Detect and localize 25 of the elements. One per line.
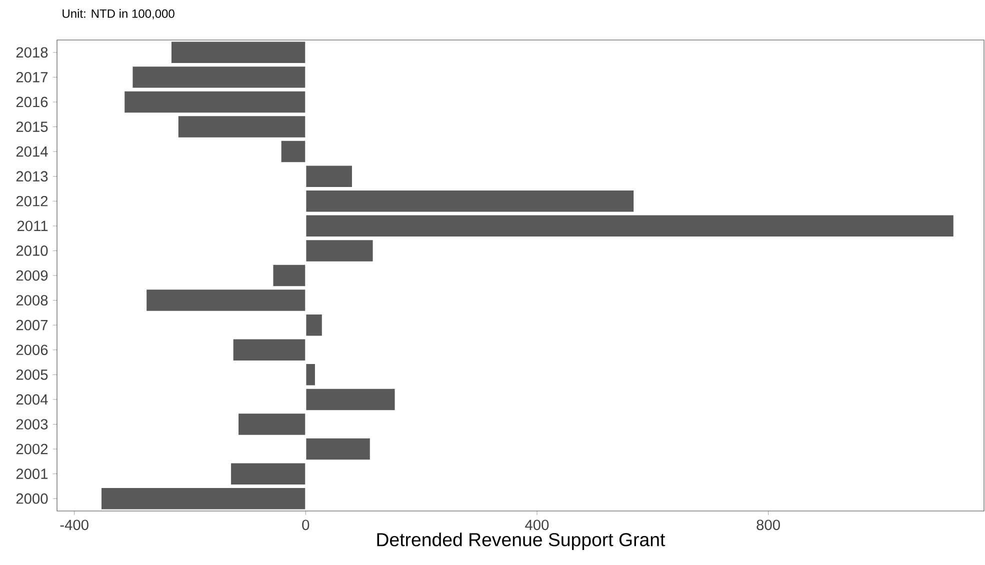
x-axis-title: Detrended Revenue Support Grant [377,532,666,550]
y-tick-label: 2010 [16,246,48,256]
x-tick-label: 400 [525,520,549,530]
chart-title: Unit: NTD in 100,000 [62,9,174,20]
y-tick-label: 2017 [16,72,48,82]
y-tick-label: 2015 [16,122,48,132]
y-tick-label: 2006 [16,344,48,356]
y-tick-label: 2002 [16,444,48,454]
y-tick-label: 2004 [16,394,48,405]
y-tick-label: 2000 [16,493,48,504]
y-tick-label: 2001 [16,468,48,480]
x-tick-label: -400 [60,520,88,530]
y-tick-label: 2005 [16,369,48,380]
y-tick-label: 2007 [16,320,48,330]
y-tick-label: 2016 [16,96,48,108]
x-tick-label: 800 [756,520,780,530]
y-tick-label: 2018 [16,47,48,58]
y-tick-label: 2013 [16,171,48,182]
y-tick-label: 2011 [17,220,48,232]
y-tick-label: 2014 [16,146,48,157]
y-tick-label: 2008 [16,295,48,306]
y-tick-label: 2003 [16,419,48,430]
y-tick-label: 2009 [16,270,48,281]
x-tick-label: 0 [302,520,310,530]
y-tick-label: 2012 [16,196,48,206]
